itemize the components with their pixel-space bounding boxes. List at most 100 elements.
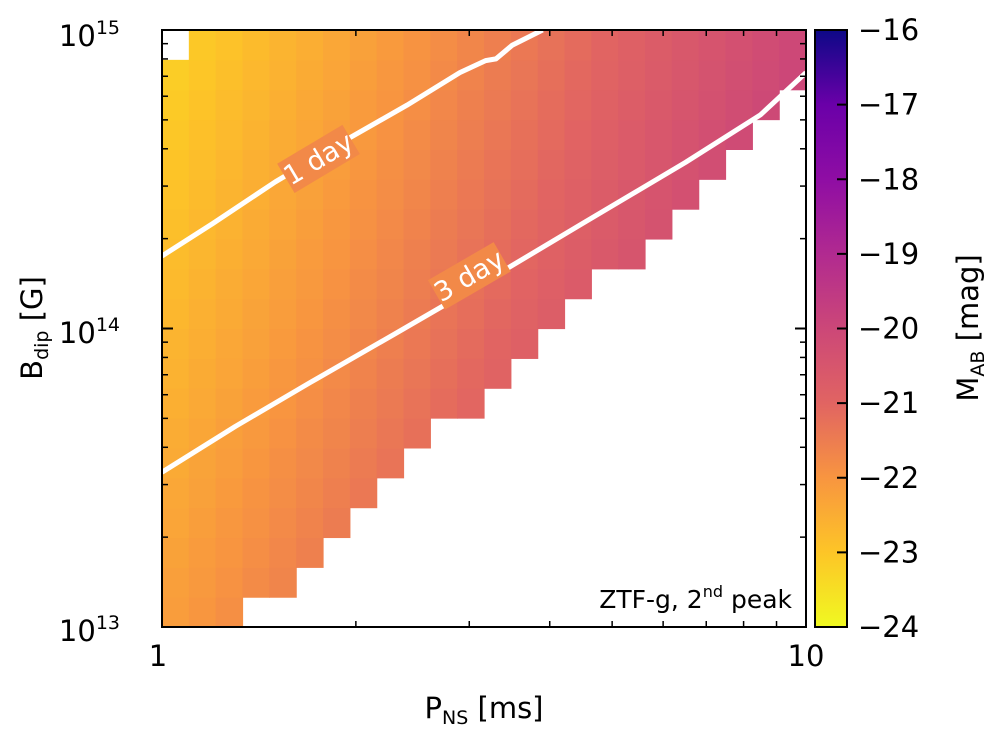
heatmap-cell <box>403 358 431 389</box>
colorbar-tick-label: −20 <box>858 312 919 346</box>
heatmap-cell <box>296 209 324 240</box>
heatmap-cell <box>376 30 405 61</box>
heatmap-cell <box>242 59 270 91</box>
heatmap-cell <box>537 179 566 210</box>
heatmap-cell <box>430 149 458 180</box>
heatmap-cell <box>484 119 512 150</box>
heatmap-cell <box>215 597 244 627</box>
heatmap-cell <box>564 149 592 180</box>
heatmap-cell <box>457 298 485 330</box>
heatmap-cell <box>242 298 270 330</box>
heatmap-cell <box>457 149 485 180</box>
colorbar-tick-label: −24 <box>858 610 919 644</box>
heatmap-cell <box>269 59 297 91</box>
heatmap-cell <box>242 238 270 270</box>
colorbar-tick-labels: −16 −17 −18 −19 −20 −21 −22 −23 −24 <box>858 13 919 644</box>
heatmap-cell <box>403 388 431 419</box>
heatmap-cell <box>323 268 351 300</box>
heatmap-cell <box>188 179 217 210</box>
heatmap-cell <box>510 328 539 359</box>
heatmap-cell <box>349 238 378 270</box>
colorbar-tick-label: −17 <box>858 88 919 122</box>
heatmap-cell <box>403 149 431 180</box>
heatmap-cell <box>188 537 217 568</box>
heatmap-cell <box>752 59 780 91</box>
y-minor-ticks <box>162 42 806 538</box>
heatmap-cell <box>242 268 270 300</box>
heatmap-cell <box>296 328 324 359</box>
heatmap-cell <box>376 179 405 210</box>
heatmap-cell <box>215 477 244 509</box>
heatmap-cell <box>296 89 324 121</box>
heatmap-cell <box>269 567 297 598</box>
heatmap-cell <box>242 209 270 240</box>
heatmap-cell <box>645 59 673 91</box>
heatmap-cell <box>188 477 217 509</box>
heatmap-cell <box>188 507 217 539</box>
heatmap-cell <box>242 507 270 539</box>
heatmap-cell <box>564 119 592 150</box>
heatmap-cell <box>162 209 190 240</box>
colorbar-tick-label: −22 <box>858 461 919 495</box>
colorbar-ticks <box>837 29 847 628</box>
colorbar-tick-label: −21 <box>858 386 919 420</box>
heatmap-cell <box>188 149 217 180</box>
heatmap-cell <box>215 567 244 598</box>
y-axis-title: Bdip [G] <box>15 276 53 380</box>
heatmap-cell <box>296 507 324 539</box>
heatmap-cell <box>725 89 753 121</box>
heatmap-cell <box>323 89 351 121</box>
heatmap-cell <box>188 89 217 121</box>
heatmap-cell <box>510 149 539 180</box>
y-major-ticks <box>162 29 806 628</box>
heatmap-cell <box>242 149 270 180</box>
heatmap-cell <box>564 179 592 210</box>
heatmap-cell <box>296 388 324 419</box>
heatmap-cell <box>269 507 297 539</box>
heatmap-cell <box>564 89 592 121</box>
heatmap-cell <box>752 30 780 61</box>
colorbar: −16 −17 −18 −19 −20 −21 −22 −23 −24 MAB [mag] <box>814 13 989 644</box>
heatmap-cell <box>671 89 700 121</box>
heatmap-cell <box>645 209 673 240</box>
colorbar-tick-label: −19 <box>858 237 919 271</box>
heatmap-cell <box>242 30 270 61</box>
heatmap-cell <box>162 298 190 330</box>
heatmap-cell <box>618 30 646 61</box>
heatmap-cell <box>162 149 190 180</box>
contour-line-1 <box>162 30 544 259</box>
heatmap-cell <box>403 268 431 300</box>
heatmap-cell <box>162 328 190 359</box>
heatmap-cell <box>376 59 405 91</box>
heatmap-cell <box>269 209 297 240</box>
heatmap-cell <box>484 179 512 210</box>
heatmap-cell <box>484 149 512 180</box>
heatmap-cell <box>430 358 458 389</box>
heatmap-cell <box>645 89 673 121</box>
heatmap-cell <box>457 388 485 419</box>
heatmap-cell <box>618 59 646 91</box>
heatmap-cell <box>323 418 351 449</box>
heatmap-cell <box>403 179 431 210</box>
heatmap-cell <box>162 89 190 121</box>
heatmap-cell <box>188 597 217 627</box>
heatmap-cell <box>349 447 378 479</box>
colorbar-tick-label: −18 <box>858 162 919 196</box>
heatmap-cell <box>376 298 405 330</box>
heatmap-cell <box>403 119 431 150</box>
heatmap-cell <box>269 328 297 359</box>
heatmap-cell <box>510 209 539 240</box>
heatmap-cell <box>269 298 297 330</box>
heatmap-cell <box>698 149 727 180</box>
heatmap-cell <box>188 418 217 449</box>
heatmap-cell <box>430 179 458 210</box>
heatmap-cell <box>537 119 566 150</box>
heatmap-cell <box>591 119 619 150</box>
heatmap-cell <box>671 59 700 91</box>
heatmap-cell <box>162 507 190 539</box>
heatmap-cell <box>215 537 244 568</box>
heatmap-cell <box>457 119 485 150</box>
heatmap-cell <box>296 447 324 479</box>
heatmap-cell <box>242 447 270 479</box>
y-tick-label-1e15: 1015 <box>59 17 120 53</box>
